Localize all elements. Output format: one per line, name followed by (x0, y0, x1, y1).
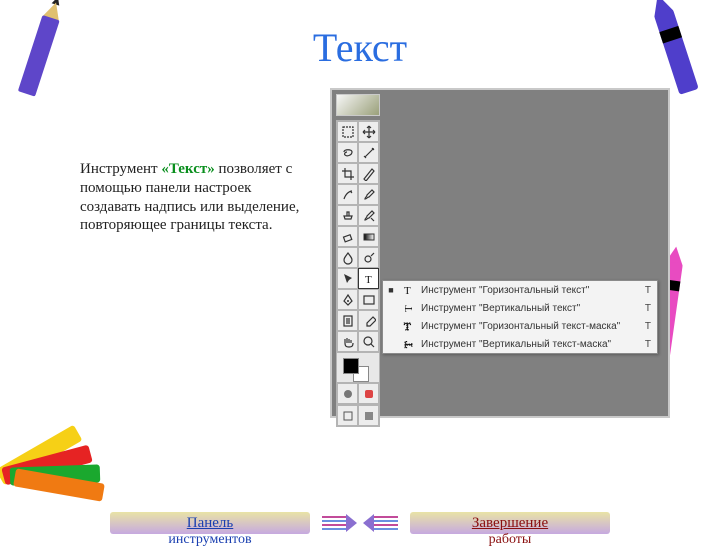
lasso-icon (341, 146, 355, 160)
tool-shape[interactable] (358, 289, 379, 310)
tool-slice[interactable] (358, 163, 379, 184)
brush-icon (362, 188, 376, 202)
eraser-icon (341, 230, 355, 244)
tool-eraser[interactable] (337, 226, 358, 247)
tool-history-brush[interactable] (358, 205, 379, 226)
flyout-shortcut: T (639, 303, 651, 314)
tool-crop[interactable] (337, 163, 358, 184)
svg-text:T: T (403, 341, 415, 348)
tool-panel: T (336, 120, 380, 427)
tool-eyedropper[interactable] (358, 310, 379, 331)
toolbox-header (336, 94, 380, 116)
screen-mode-1[interactable] (337, 405, 358, 426)
nav-right-line1: Завершение (472, 515, 548, 532)
clone-stamp-icon (341, 209, 355, 223)
arrow-left-icon (362, 513, 398, 533)
tool-clone-stamp[interactable] (337, 205, 358, 226)
flyout-label: Инструмент "Вертикальный текст" (421, 303, 633, 314)
tool-marquee-rect[interactable] (337, 121, 358, 142)
flyout-shortcut: T (639, 285, 651, 296)
fg-swatch[interactable] (343, 358, 359, 374)
flyout-indicator: ■ (387, 285, 395, 295)
quickmask-mode[interactable] (358, 383, 379, 404)
tool-type[interactable]: T (358, 268, 379, 289)
magic-wand-icon (362, 146, 376, 160)
type-tool-flyout: ■TИнструмент "Горизонтальный текст"TTИнс… (382, 280, 658, 354)
tool-brush[interactable] (358, 184, 379, 205)
screen-mode-2[interactable] (358, 405, 379, 426)
move-icon (362, 125, 376, 139)
pencil-decoration (4, 0, 75, 115)
nav-arrows (322, 513, 398, 533)
standard-mode[interactable] (337, 383, 358, 404)
edit-mode-row (337, 382, 379, 404)
page-title: Текст (313, 24, 407, 71)
nav-left-line1: Панель (187, 515, 234, 532)
nav-panel-button[interactable]: Панель инструментов (110, 512, 310, 534)
gradient-icon (362, 230, 376, 244)
type-variant-icon: T (401, 301, 415, 315)
tool-lasso[interactable] (337, 142, 358, 163)
svg-text:T: T (403, 305, 415, 312)
tool-notes[interactable] (337, 310, 358, 331)
screenshot-region: T ■TИнструмент "Горизонтальный текст"TTИ… (330, 88, 670, 418)
shape-icon (362, 293, 376, 307)
marquee-rect-icon (341, 125, 355, 139)
pen-icon (341, 293, 355, 307)
screen-mode-row (337, 404, 379, 426)
desc-prefix: Инструмент (80, 161, 161, 177)
desc-highlight: «Текст» (161, 161, 214, 177)
flyout-shortcut: T (639, 321, 651, 332)
zoom-icon (362, 335, 376, 349)
color-swatches[interactable] (337, 352, 379, 382)
dodge-icon (362, 251, 376, 265)
tool-zoom[interactable] (358, 331, 379, 352)
slice-icon (362, 167, 376, 181)
history-brush-icon (362, 209, 376, 223)
nav-right-line2: работы (489, 532, 532, 548)
svg-text:T: T (365, 274, 372, 286)
tool-path-select[interactable] (337, 268, 358, 289)
flyout-item-3[interactable]: T Инструмент "Вертикальный текст-маска" T (383, 335, 657, 353)
arrow-right-icon (322, 513, 358, 533)
nav-left-line2: инструментов (168, 532, 251, 548)
tool-gradient[interactable] (358, 226, 379, 247)
flyout-label: Инструмент "Вертикальный текст-маска" (421, 339, 633, 350)
tool-dodge[interactable] (358, 247, 379, 268)
type-variant-icon: T (401, 319, 415, 333)
crayon-pile (0, 400, 110, 520)
tool-blur[interactable] (337, 247, 358, 268)
eyedropper-icon (362, 314, 376, 328)
nav-finish-button[interactable]: Завершение работы (410, 512, 610, 534)
flyout-label: Инструмент "Горизонтальный текст-маска" (421, 321, 633, 332)
flyout-item-0[interactable]: ■ T Инструмент "Горизонтальный текст" T (383, 281, 657, 299)
tool-healing-brush[interactable] (337, 184, 358, 205)
flyout-shortcut: T (639, 339, 651, 350)
blur-icon (341, 251, 355, 265)
flyout-item-2[interactable]: T Инструмент "Горизонтальный текст-маска"… (383, 317, 657, 335)
tool-move[interactable] (358, 121, 379, 142)
path-select-icon (341, 272, 355, 286)
tool-magic-wand[interactable] (358, 142, 379, 163)
flyout-label: Инструмент "Горизонтальный текст" (421, 285, 633, 296)
bottom-nav: Панель инструментов Завершение работы (0, 512, 720, 534)
hand-icon (341, 335, 355, 349)
type-variant-icon: T (401, 337, 415, 351)
type-variant-icon: T (401, 283, 415, 297)
type-icon: T (362, 272, 376, 286)
flyout-item-1[interactable]: T Инструмент "Вертикальный текст" T (383, 299, 657, 317)
svg-text:T: T (404, 285, 411, 297)
tool-pen[interactable] (337, 289, 358, 310)
notes-icon (341, 314, 355, 328)
crop-icon (341, 167, 355, 181)
healing-brush-icon (341, 188, 355, 202)
svg-text:T: T (404, 321, 411, 333)
description-paragraph: Инструмент «Текст» позволяет с помощью п… (80, 160, 300, 235)
tool-hand[interactable] (337, 331, 358, 352)
